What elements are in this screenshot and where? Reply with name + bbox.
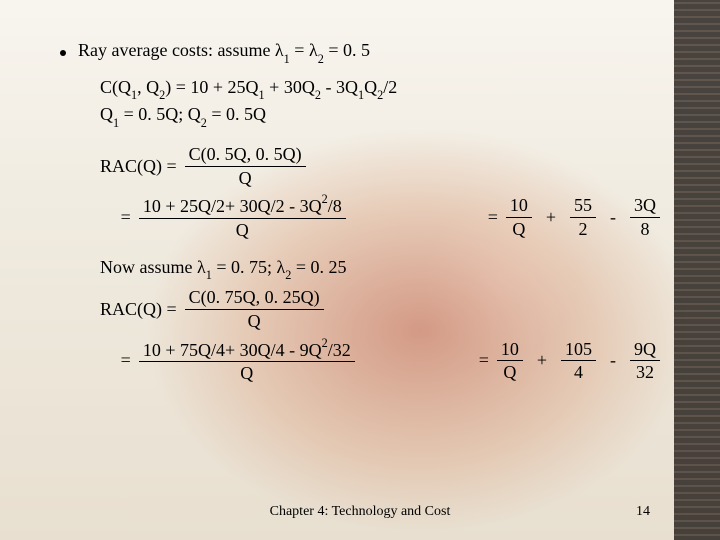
frac-9Q-32: 9Q32: [630, 339, 660, 383]
frac-10-Q-2: 10Q: [497, 339, 523, 383]
cost-definition: C(Q1, Q2) = 10 + 25Q1 + 30Q2 - 3Q1Q2/2: [100, 75, 660, 103]
frac-10-Q: 10Q: [506, 195, 532, 239]
rac-case2-row2: RAC(Q) = = 10 + 75Q/4+ 30Q/4 - 9Q2/32 Q …: [100, 338, 660, 384]
rac-case1-row2: RAC(Q) = = 10 + 25Q/2+ 30Q/2 - 3Q2/8 Q =…: [100, 194, 660, 240]
assume-line-2: Now assume λ1 = 0. 75; λ2 = 0. 25: [100, 257, 660, 282]
bullet-text: Ray average costs: assume λ1 = λ2 = 0. 5: [78, 40, 370, 65]
rac-label: RAC(Q) =: [100, 156, 177, 177]
page-number: 14: [636, 504, 650, 520]
bullet-line: Ray average costs: assume λ1 = λ2 = 0. 5: [60, 40, 660, 65]
frac-c1-b: 10 + 25Q/2+ 30Q/2 - 3Q2/8 Q: [139, 194, 346, 240]
frac-c2-a: C(0. 75Q, 0. 25Q) Q: [185, 287, 324, 331]
frac-c2-b: 10 + 75Q/4+ 30Q/4 - 9Q2/32 Q: [139, 338, 355, 384]
frac-3Q-8: 3Q8: [630, 195, 660, 239]
frac-55-2: 552: [570, 195, 596, 239]
rac-case1-row1: RAC(Q) = C(0. 5Q, 0. 5Q) Q: [100, 144, 660, 188]
bullet-dot: [60, 50, 66, 56]
rac-label-2: RAC(Q) =: [100, 299, 177, 320]
rac-case2-row1: RAC(Q) = C(0. 75Q, 0. 25Q) Q: [100, 287, 660, 331]
q-definition: Q1 = 0. 5Q; Q2 = 0. 5Q: [100, 102, 660, 130]
frac-c1-a: C(0. 5Q, 0. 5Q) Q: [185, 144, 306, 188]
footer-chapter: Chapter 4: Technology and Cost: [0, 504, 720, 520]
frac-105-4: 1054: [561, 339, 596, 383]
